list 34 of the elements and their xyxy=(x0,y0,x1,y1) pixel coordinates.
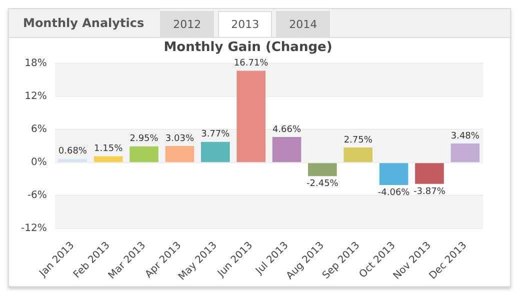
text: Monthly Analytics xyxy=(22,16,146,32)
data-label: -4.06% xyxy=(378,188,410,198)
bar xyxy=(165,146,194,162)
data-label: 2.95% xyxy=(130,134,159,144)
chart-title: Monthly Gain (Change) xyxy=(164,40,332,56)
bar xyxy=(308,163,337,176)
y-tick-label: 12% xyxy=(24,91,47,102)
data-label: 3.77% xyxy=(201,130,230,140)
data-label: 2.75% xyxy=(344,135,373,146)
bar xyxy=(415,163,444,184)
data-label: 16.71% xyxy=(234,58,269,69)
text: 2012 xyxy=(160,11,214,37)
bar xyxy=(272,136,302,162)
y-tick-label: -12% xyxy=(20,223,47,234)
data-label: 4.66% xyxy=(272,124,302,135)
data-label: 1.15% xyxy=(94,144,124,154)
data-label: 0.68% xyxy=(58,146,88,157)
bar xyxy=(94,156,123,162)
data-label: 3.48% xyxy=(450,131,480,142)
y-tick-label: 0% xyxy=(30,157,47,168)
text: 2014 xyxy=(276,11,330,37)
data-label: -3.87% xyxy=(414,186,446,197)
bar xyxy=(379,163,408,185)
y-tick-label: 18% xyxy=(24,58,47,70)
y-tick-label: 6% xyxy=(30,124,47,136)
bar xyxy=(236,70,266,162)
bar xyxy=(130,146,158,162)
data-label: -2.45% xyxy=(306,178,339,189)
bar xyxy=(344,148,373,162)
text: 2013 xyxy=(218,11,272,37)
bar xyxy=(200,142,230,162)
bar xyxy=(450,143,480,162)
data-label: 3.03% xyxy=(165,134,194,144)
y-tick-label: -6% xyxy=(27,190,47,202)
